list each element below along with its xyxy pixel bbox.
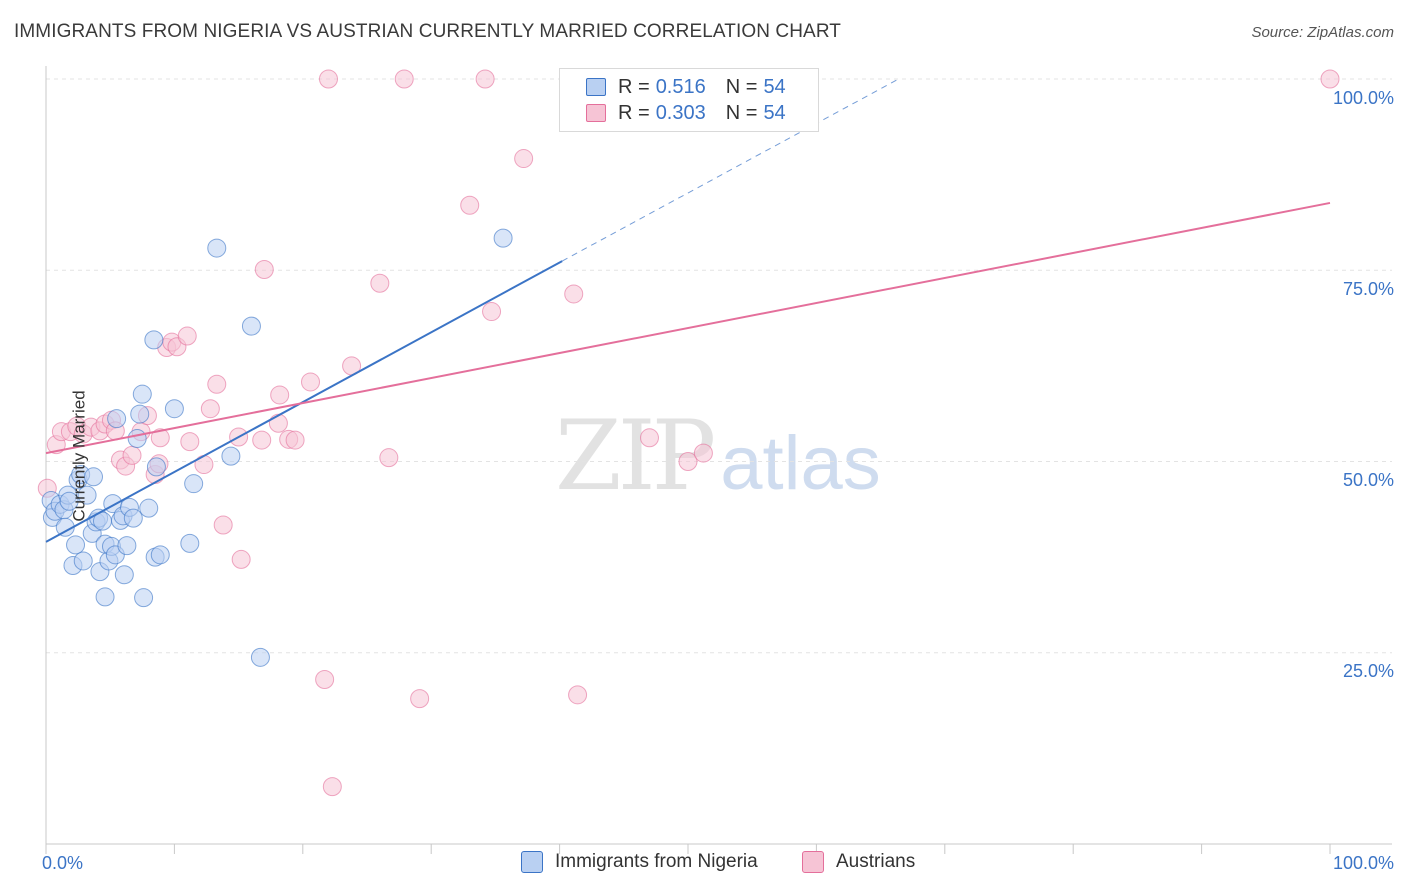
gridlines [46, 78, 1392, 654]
austrians-point [639, 428, 659, 448]
austrians-point [301, 372, 321, 392]
legend-swatch-pink [586, 104, 606, 122]
source-credit: Source: ZipAtlas.com [1251, 24, 1394, 41]
axes [45, 66, 1392, 854]
nigeria-point [117, 536, 137, 556]
austrians-point [475, 69, 495, 89]
legend-n-value: 54 [763, 101, 786, 124]
austrians-point [150, 428, 170, 448]
nigeria-points [41, 228, 513, 667]
austrians-point [514, 149, 534, 169]
nigeria-point [107, 409, 127, 429]
trend-lines [45, 78, 1331, 543]
x-tick-label-max: 100.0% [1333, 853, 1394, 873]
nigeria-point [59, 491, 79, 511]
watermark: ZIP atlas [555, 400, 881, 512]
austrians-point [180, 432, 200, 452]
austrians-points [37, 69, 1340, 797]
nigeria-point [144, 330, 164, 350]
austrians-point [693, 443, 713, 463]
legend-swatch-pink [802, 851, 824, 873]
austrians-point [318, 69, 338, 89]
y-tick-label-25: 25.0% [1343, 661, 1394, 681]
nigeria-point [127, 429, 147, 449]
austrians-point [379, 448, 399, 468]
legend-item-nigeria[interactable]: Immigrants from Nigeria [521, 851, 758, 873]
legend-r-value: 0.303 [655, 101, 706, 124]
austrians-point [285, 430, 305, 450]
austrians-point [460, 195, 480, 215]
y-tick-label-50: 50.0% [1343, 470, 1394, 490]
austrians-point [177, 326, 197, 346]
austrians-point [315, 670, 335, 690]
nigeria-point [134, 588, 154, 608]
nigeria-point [84, 467, 104, 487]
nigeria-point [241, 316, 261, 336]
y-axis-label: Currently Married [69, 390, 89, 522]
legend-swatch-blue [586, 78, 606, 96]
nigeria-point [66, 535, 86, 555]
austrians-point [252, 430, 272, 450]
stats-legend: R = 0.516 N = 54 R = 0.303 N = 54 [559, 68, 819, 132]
nigeria-point [150, 545, 170, 565]
austrians-point [564, 284, 584, 304]
austrians-point [213, 515, 233, 535]
austrians-point [678, 452, 698, 471]
nigeria-point [221, 446, 241, 466]
nigeria-point [146, 457, 166, 477]
austrians-point [207, 374, 227, 394]
austrians-point [231, 549, 251, 569]
nigeria-point [139, 498, 159, 518]
nigeria-point [95, 587, 115, 607]
chart-title: IMMIGRANTS FROM NIGERIA VS AUSTRIAN CURR… [14, 21, 842, 42]
austrians-trend-line [45, 201, 1331, 455]
nigeria-point [180, 533, 200, 553]
austrians-point [270, 385, 290, 405]
austrians-point [394, 69, 414, 89]
legend-n-label: N = [725, 75, 758, 98]
legend-r-label: R = [618, 101, 650, 124]
austrians-point [482, 302, 502, 322]
x-tick-label-min: 0.0% [42, 853, 83, 873]
austrians-point [1320, 69, 1340, 89]
tick-labels: 0.0% 100.0% 100.0% 75.0% 50.0% 25.0% [42, 88, 1394, 873]
nigeria-point [250, 647, 270, 667]
nigeria-point [207, 238, 227, 258]
watermark-atlas: atlas [720, 421, 881, 506]
nigeria-point [77, 485, 97, 505]
nigeria-point [184, 474, 204, 494]
legend-n-value: 54 [763, 75, 786, 98]
legend-swatch-blue [521, 851, 543, 873]
nigeria-point [130, 404, 150, 424]
legend-row-nigeria: R = 0.516 N = 54 [586, 74, 786, 100]
austrians-point [370, 273, 390, 293]
nigeria-point [493, 228, 513, 248]
austrians-point [410, 689, 430, 709]
y-tick-label-75: 75.0% [1343, 279, 1394, 299]
series-legend: Immigrants from Nigeria Austrians [0, 851, 1406, 879]
austrians-point [568, 685, 588, 705]
austrians-point [322, 777, 342, 797]
austrians-point [122, 445, 142, 465]
nigeria-point [73, 551, 93, 571]
nigeria-trend-line [45, 260, 563, 543]
legend-r-value: 0.516 [655, 75, 706, 98]
nigeria-trend-extension [561, 78, 899, 262]
austrians-point [200, 399, 220, 419]
legend-r-label: R = [618, 75, 650, 98]
nigeria-point [114, 565, 134, 585]
y-tick-label-100: 100.0% [1333, 88, 1394, 108]
legend-row-austrians: R = 0.303 N = 54 [586, 100, 786, 126]
legend-item-austrians[interactable]: Austrians [802, 851, 915, 873]
nigeria-point [123, 508, 143, 528]
legend-label-austrians: Austrians [836, 851, 916, 872]
nigeria-point [132, 384, 152, 404]
austrians-point [254, 259, 274, 279]
austrians-point [268, 413, 288, 433]
legend-label-nigeria: Immigrants from Nigeria [555, 851, 758, 872]
nigeria-point [164, 399, 184, 419]
legend-n-label: N = [725, 101, 758, 124]
